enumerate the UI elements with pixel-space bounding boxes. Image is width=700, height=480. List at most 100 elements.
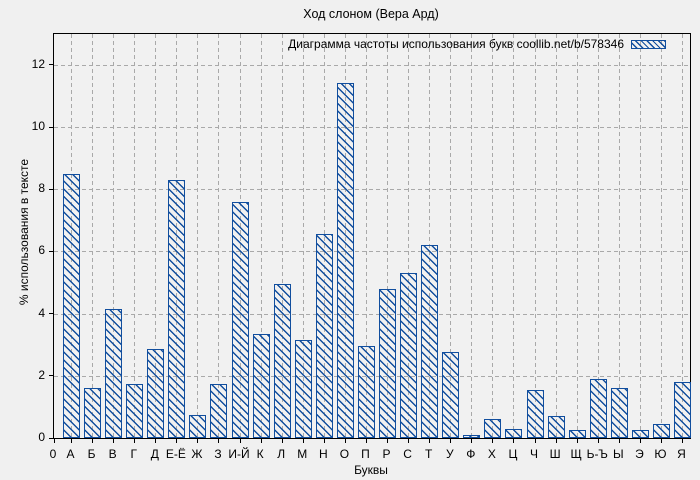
x-tick-label: Л	[277, 447, 286, 461]
x-tick-label: 0	[49, 447, 57, 461]
legend-swatch	[631, 39, 666, 49]
bar	[147, 349, 165, 438]
v-gridline	[387, 34, 389, 438]
x-tick-label: Ы	[613, 447, 624, 461]
bar	[273, 284, 291, 438]
legend-label: Диаграмма частоты использования букв coo…	[288, 37, 624, 51]
chart-title: Ход слоном (Вера Ард)	[303, 7, 439, 21]
v-gridline	[660, 34, 662, 438]
v-gridline	[639, 34, 641, 438]
bar	[252, 333, 270, 438]
v-gridline	[408, 34, 410, 438]
bar	[463, 434, 481, 438]
h-gridline	[54, 313, 690, 315]
x-tick-label: В	[108, 447, 117, 461]
v-gridline	[513, 34, 515, 438]
x-tick-mark	[71, 438, 72, 443]
v-gridline	[597, 34, 599, 438]
bar	[547, 416, 565, 438]
x-tick-label: П	[361, 447, 370, 461]
v-gridline	[281, 34, 283, 438]
x-tick-label: С	[403, 447, 412, 461]
h-gridline	[54, 189, 690, 191]
bar	[400, 273, 418, 438]
x-tick-label: Щ	[570, 447, 582, 461]
bar	[442, 352, 460, 438]
x-tick-mark	[534, 438, 536, 443]
bar	[610, 388, 628, 438]
legend: Диаграмма частоты использования букв coo…	[288, 37, 666, 51]
x-tick-label: Ц	[508, 447, 518, 461]
h-gridline	[54, 64, 690, 66]
x-tick-label: Ш	[549, 447, 561, 461]
y-tick-label: 12	[31, 56, 45, 71]
x-tick-mark	[576, 438, 578, 443]
x-tick-label: О	[339, 447, 350, 461]
x-tick-mark	[197, 438, 199, 443]
x-tick-label: Х	[487, 447, 496, 461]
bar	[484, 419, 502, 438]
x-tick-mark	[92, 438, 94, 443]
x-tick-mark	[618, 438, 620, 443]
x-tick-mark	[639, 438, 641, 443]
v-gridline	[682, 34, 684, 438]
x-tick-mark	[323, 438, 325, 443]
x-tick-label: И-Й	[228, 447, 250, 461]
x-tick-mark	[597, 438, 599, 443]
y-tick-mark	[49, 250, 54, 252]
x-tick-mark	[408, 438, 410, 443]
x-tick-label: З	[214, 447, 222, 461]
x-tick-label: А	[66, 447, 75, 461]
x-tick-label: Ч	[530, 447, 539, 461]
v-gridline	[555, 34, 557, 438]
bar	[126, 383, 144, 438]
y-tick-mark	[49, 437, 54, 439]
y-tick-label: 6	[38, 243, 45, 258]
v-gridline	[218, 34, 220, 438]
v-gridline	[534, 34, 536, 438]
x-tick-label: Г	[130, 447, 137, 461]
x-tick-label: К	[256, 447, 264, 461]
bar	[231, 201, 249, 438]
x-axis-label: Буквы	[354, 463, 388, 477]
bar	[189, 414, 207, 438]
y-tick-label: 10	[31, 119, 45, 133]
y-tick-mark	[49, 64, 54, 66]
x-tick-mark	[387, 438, 389, 443]
y-tick-label: 8	[38, 181, 45, 196]
y-tick-mark	[49, 126, 54, 128]
x-tick-mark	[365, 438, 367, 443]
x-tick-label: Я	[677, 447, 686, 461]
x-tick-label: Ж	[191, 447, 203, 461]
bar	[526, 389, 544, 438]
x-tick-mark	[344, 438, 346, 443]
v-gridline	[471, 34, 473, 438]
v-gridline	[197, 34, 199, 438]
bar	[336, 83, 354, 438]
x-tick-mark	[513, 438, 515, 443]
h-gridline	[54, 127, 690, 128]
bar	[379, 288, 397, 438]
x-tick-mark	[450, 438, 452, 443]
x-tick-label: Ь-Ъ	[586, 447, 608, 461]
x-tick-label: У	[445, 447, 454, 461]
v-gridline	[92, 34, 94, 438]
v-gridline	[365, 34, 367, 438]
x-tick-label: Т	[425, 447, 433, 461]
x-tick-mark	[492, 438, 494, 443]
x-tick-mark	[239, 438, 241, 443]
v-gridline	[113, 34, 115, 438]
x-tick-mark	[260, 438, 262, 443]
bar	[589, 378, 607, 438]
bar	[210, 383, 228, 438]
x-tick-mark	[682, 438, 684, 443]
bar	[315, 234, 333, 438]
bar	[294, 340, 312, 438]
bar	[357, 346, 375, 438]
x-tick-mark	[218, 438, 220, 443]
x-tick-mark	[155, 438, 157, 443]
y-tick-mark	[49, 188, 54, 190]
x-tick-label: Б	[87, 447, 96, 461]
x-tick-label: Р	[382, 447, 391, 461]
